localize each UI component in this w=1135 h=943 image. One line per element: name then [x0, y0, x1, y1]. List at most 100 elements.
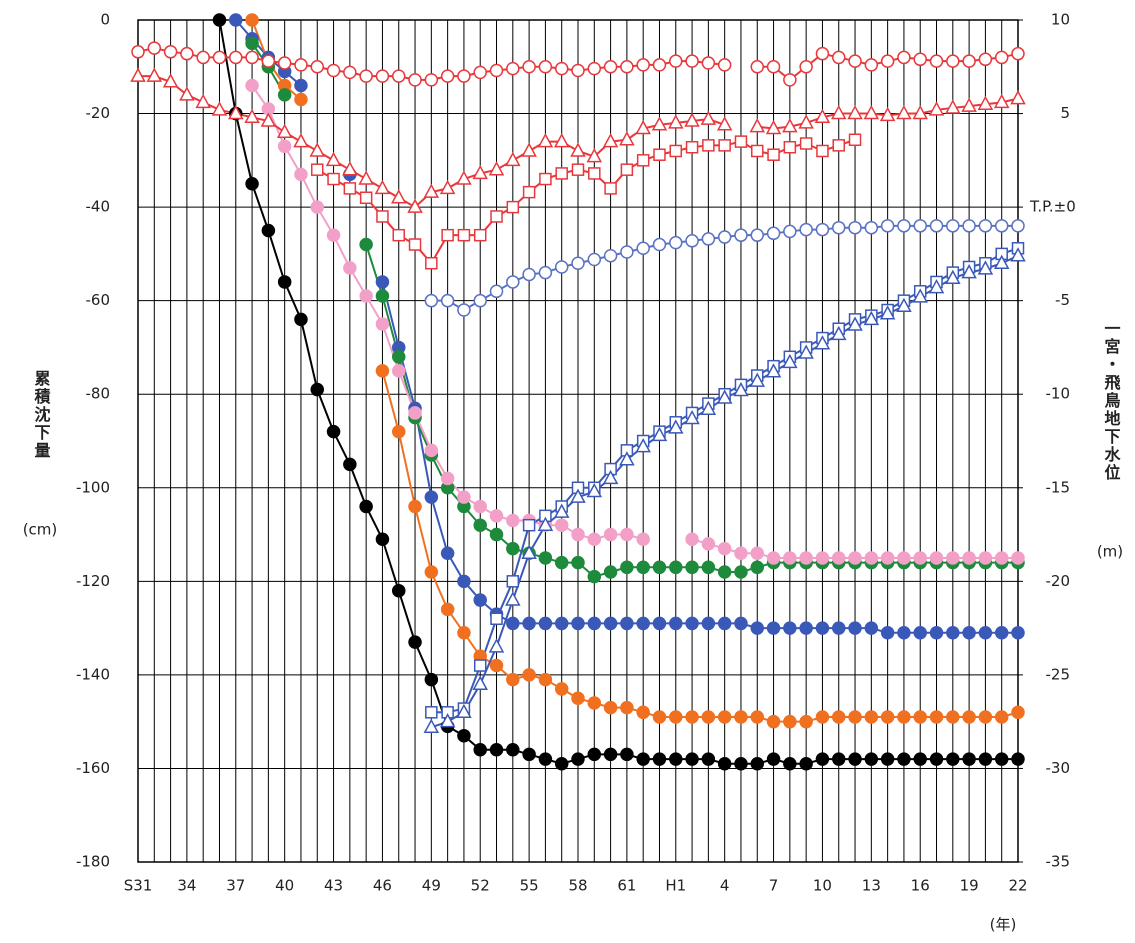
marker — [326, 424, 341, 439]
marker — [391, 424, 406, 439]
marker — [897, 219, 911, 233]
marker — [717, 541, 732, 556]
marker — [506, 513, 520, 528]
marker — [490, 612, 503, 626]
marker — [538, 752, 553, 766]
marker — [848, 710, 862, 724]
marker — [522, 185, 536, 199]
marker — [506, 541, 520, 556]
marker — [376, 210, 389, 223]
marker — [473, 659, 487, 672]
marker — [864, 752, 879, 766]
marker — [294, 312, 308, 327]
marker — [619, 451, 635, 466]
marker — [929, 54, 944, 68]
marker — [717, 230, 732, 244]
marker — [554, 260, 569, 274]
y2-tick-label: -20 — [1046, 572, 1071, 590]
marker — [310, 200, 325, 214]
marker — [946, 219, 960, 233]
marker — [587, 616, 602, 631]
marker — [439, 713, 456, 728]
marker — [423, 183, 440, 198]
marker — [946, 752, 960, 766]
marker — [831, 752, 846, 766]
marker — [799, 551, 813, 565]
marker — [571, 691, 585, 706]
marker — [929, 551, 944, 565]
marker — [473, 518, 487, 532]
x-tick-label: 19 — [960, 877, 979, 895]
marker — [602, 133, 619, 148]
marker — [636, 560, 650, 575]
marker — [294, 92, 308, 107]
marker — [635, 119, 651, 135]
marker — [538, 672, 553, 687]
marker — [685, 532, 699, 546]
marker — [848, 621, 862, 635]
marker — [750, 560, 765, 575]
marker — [375, 317, 390, 331]
marker — [489, 742, 504, 757]
marker — [571, 555, 585, 570]
marker — [603, 700, 618, 715]
marker — [864, 710, 879, 724]
marker — [310, 60, 325, 74]
marker — [684, 409, 700, 425]
marker — [146, 67, 163, 82]
x-tick-label: 61 — [617, 877, 636, 895]
marker — [261, 223, 276, 238]
marker — [782, 118, 798, 133]
marker — [783, 757, 797, 771]
marker — [993, 93, 1010, 109]
marker — [440, 602, 455, 617]
marker — [212, 50, 227, 65]
marker — [391, 350, 406, 364]
marker — [765, 363, 782, 378]
marker — [620, 60, 634, 74]
marker — [162, 73, 179, 88]
marker — [473, 593, 487, 607]
marker — [457, 626, 471, 640]
marker — [196, 50, 210, 65]
x-axis-unit: (年) — [990, 916, 1017, 934]
marker — [554, 555, 569, 570]
marker — [880, 219, 895, 233]
marker — [863, 104, 880, 120]
marker — [750, 757, 765, 771]
marker — [783, 224, 797, 239]
marker — [1011, 551, 1025, 565]
marker — [636, 58, 650, 72]
marker — [375, 69, 390, 83]
marker — [554, 682, 569, 696]
marker — [375, 275, 390, 289]
marker — [587, 747, 602, 762]
marker — [293, 133, 309, 148]
marker — [669, 144, 683, 158]
marker — [864, 58, 879, 72]
marker — [555, 167, 568, 180]
marker — [685, 54, 699, 68]
y2-tick-label: -15 — [1046, 478, 1071, 496]
marker — [472, 675, 488, 690]
marker — [424, 73, 439, 87]
marker — [978, 626, 993, 640]
marker — [652, 710, 667, 724]
marker — [473, 742, 487, 757]
marker — [994, 752, 1009, 766]
marker — [701, 752, 716, 766]
marker — [587, 696, 602, 710]
marker — [994, 219, 1009, 233]
marker — [179, 86, 195, 101]
y-tick-label: 0 — [100, 11, 110, 29]
marker — [717, 58, 732, 72]
marker — [391, 69, 406, 83]
marker — [863, 310, 880, 326]
marker — [554, 616, 569, 631]
marker — [848, 54, 862, 68]
marker — [473, 499, 487, 514]
marker — [571, 752, 585, 766]
y-tick-label: -60 — [86, 291, 111, 309]
marker — [993, 254, 1010, 269]
marker — [717, 565, 732, 579]
